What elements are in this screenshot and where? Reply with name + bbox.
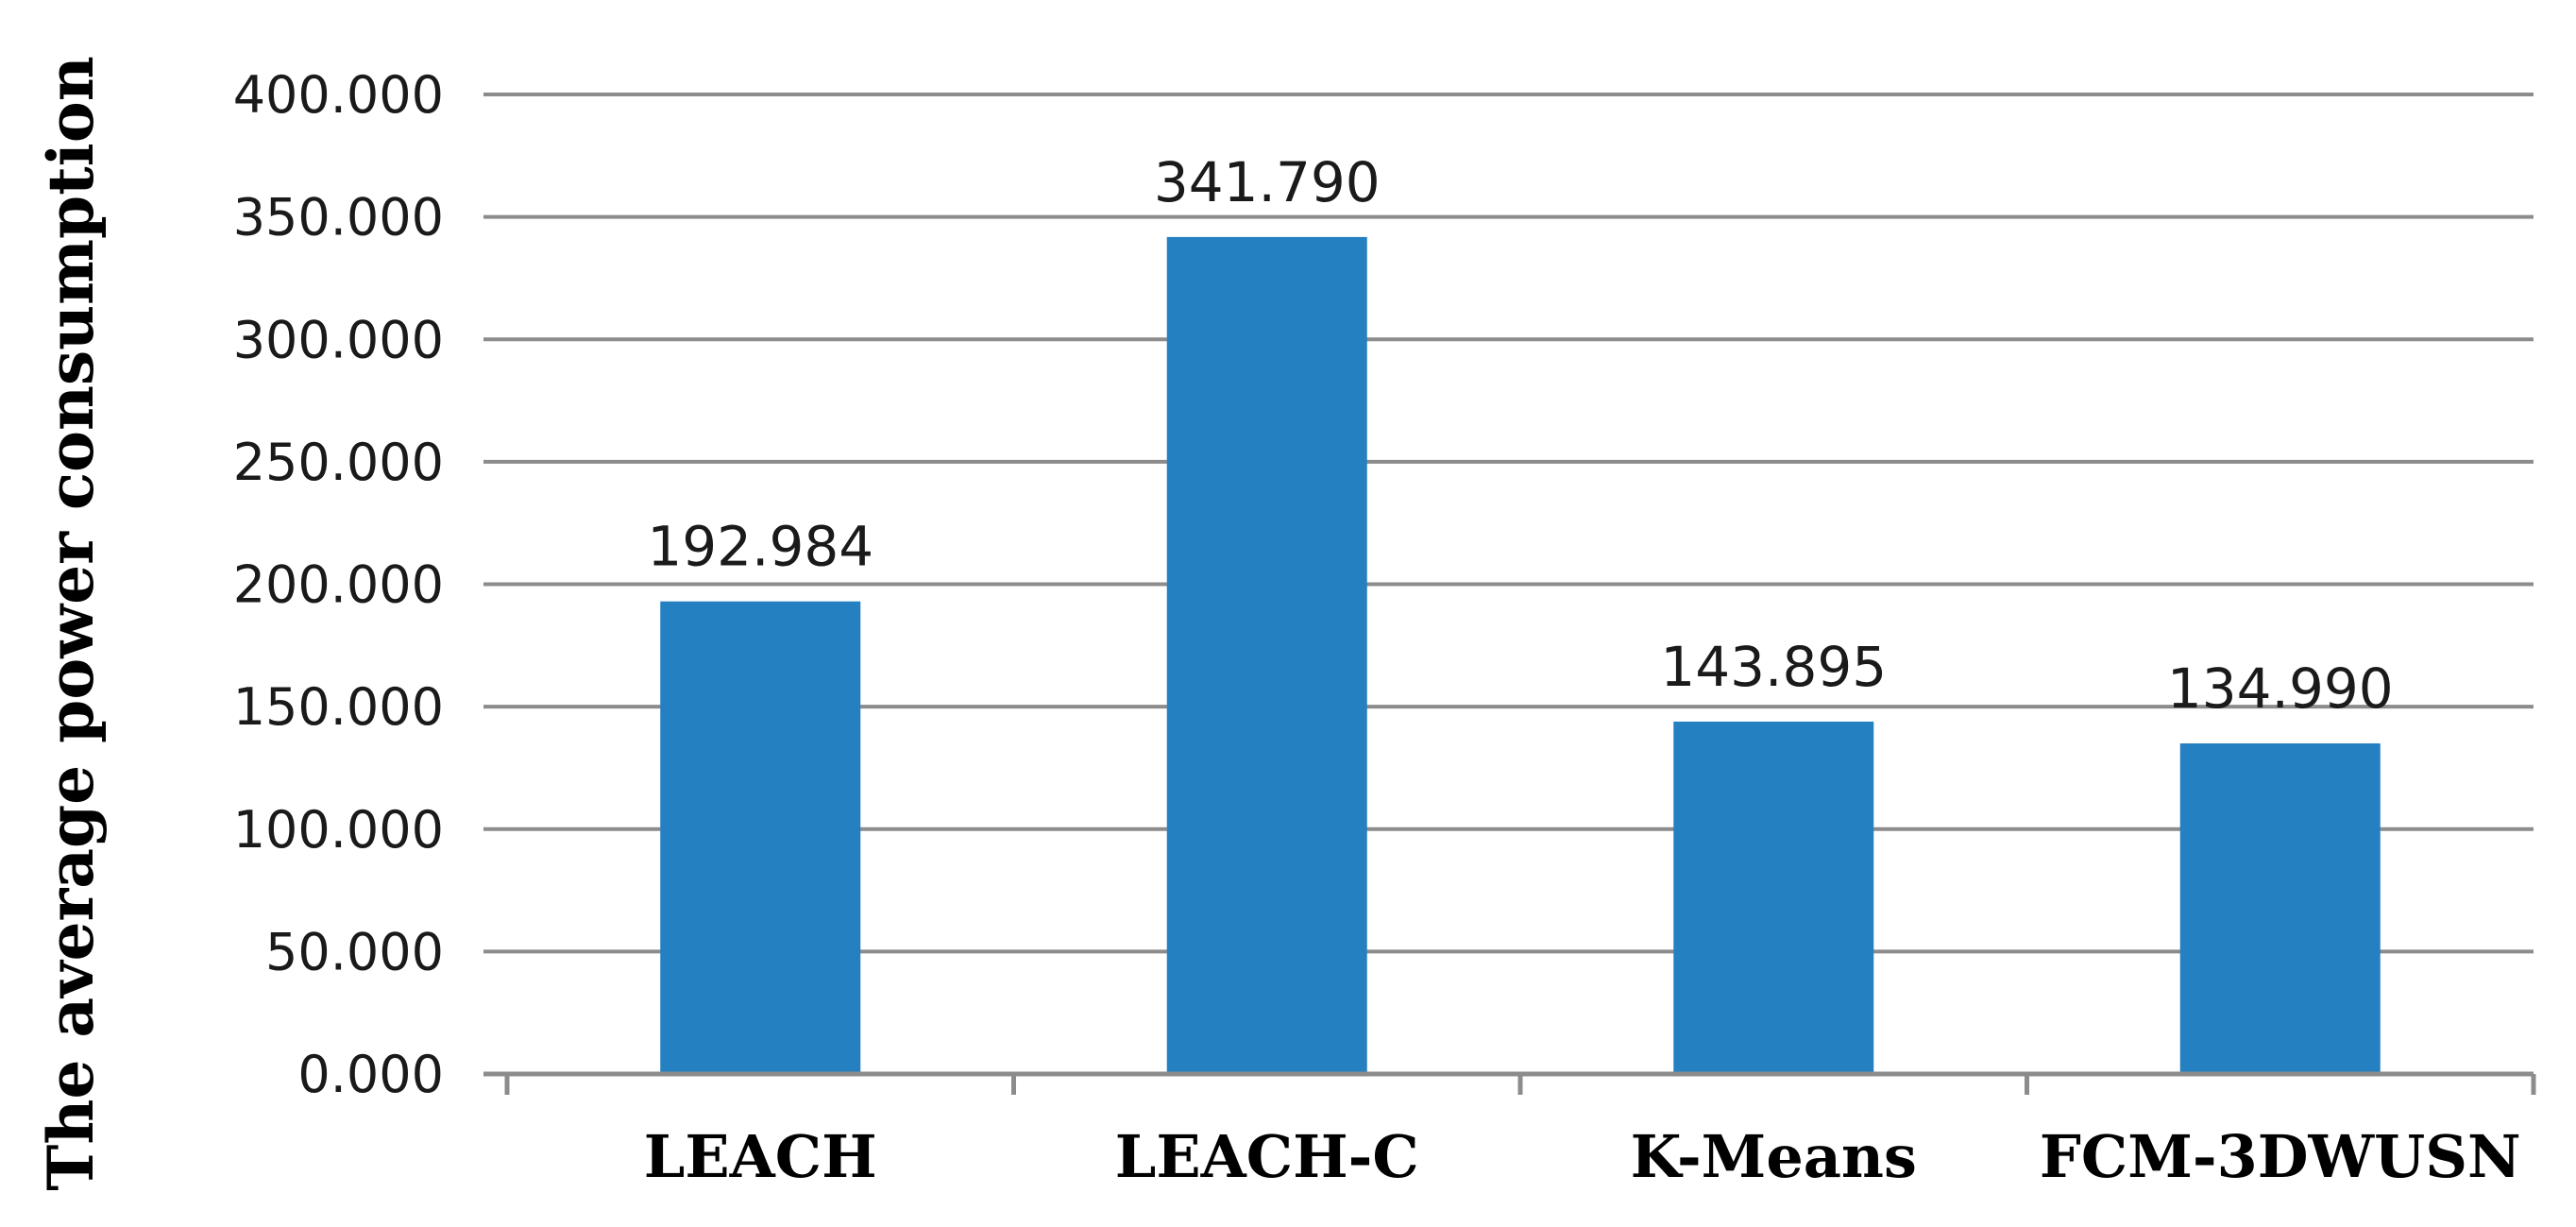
y-axis-ticks: 0.000 50.000 100.000 150.000 200.000 250.000 3…	[233, 65, 444, 1104]
y-tick-label: 150.000	[233, 677, 444, 737]
y-tick-label: 0.000	[297, 1045, 444, 1104]
bar-leach-c	[1166, 236, 1367, 1074]
y-tick-label: 50.000	[265, 922, 444, 981]
bar-leach	[660, 601, 861, 1074]
bar-fcm-3dwusn	[2179, 743, 2381, 1074]
y-tick-label: 100.000	[233, 800, 444, 860]
data-labels: 192.984 341.790 143.895 134.990	[647, 150, 2393, 721]
x-tick-label: K-Means	[1631, 1122, 1917, 1191]
x-tick-label: FCM-3DWUSN	[2040, 1122, 2521, 1191]
data-label: 143.895	[1660, 635, 1887, 699]
y-tick-label: 300.000	[233, 310, 444, 369]
y-tick-label: 250.000	[233, 433, 444, 492]
data-label: 134.990	[2167, 656, 2394, 721]
y-tick-label: 350.000	[233, 188, 444, 247]
y-tick-label: 200.000	[233, 555, 444, 615]
x-axis: LEACH LEACH-C K-Means FCM-3DWUSN	[483, 1071, 2536, 1191]
data-label: 192.984	[647, 515, 873, 579]
y-tick-label: 400.000	[233, 65, 444, 125]
bar-k-means	[1673, 721, 1874, 1074]
data-label: 341.790	[1154, 150, 1381, 214]
y-axis-title: The average power consumption	[34, 56, 108, 1190]
x-tick-label: LEACH	[644, 1122, 877, 1191]
x-tick-label: LEACH-C	[1115, 1122, 1419, 1191]
bars	[660, 236, 2381, 1074]
